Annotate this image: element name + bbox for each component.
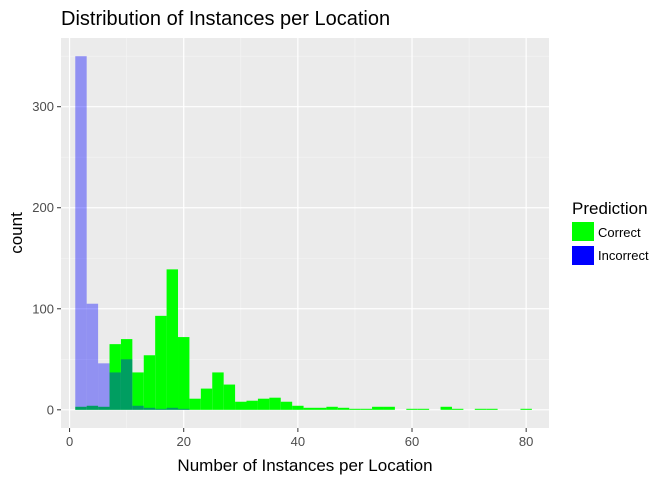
- bar-incorrect: [132, 405, 144, 410]
- bar-correct: [474, 408, 487, 410]
- bar-incorrect: [166, 407, 179, 410]
- bar-correct: [372, 406, 384, 410]
- bar-correct: [337, 407, 350, 410]
- y-tick-label: 100: [32, 301, 54, 316]
- bar-correct: [417, 408, 430, 410]
- bar-correct: [360, 408, 373, 410]
- y-tick-label: 0: [47, 402, 54, 417]
- bar-correct: [303, 407, 315, 410]
- bar-incorrect: [155, 408, 167, 410]
- bar-incorrect: [178, 408, 190, 410]
- bar-correct: [486, 408, 498, 410]
- bar-correct: [223, 384, 236, 410]
- bar-correct: [155, 315, 167, 410]
- bar-correct: [257, 398, 270, 410]
- x-axis-title: Number of Instances per Location: [177, 456, 432, 475]
- bar-incorrect: [75, 56, 87, 410]
- x-tick-label: 40: [291, 434, 305, 449]
- y-axis: 0 100 200 300: [32, 99, 61, 417]
- bar-correct: [269, 397, 281, 410]
- bar-correct: [246, 400, 258, 410]
- bar-correct: [75, 406, 87, 410]
- bar-correct: [98, 406, 110, 410]
- legend-label-incorrect: Incorrect: [598, 248, 649, 263]
- x-axis: 0 20 40 60 80: [66, 428, 533, 449]
- bar-correct: [326, 406, 338, 410]
- bar-incorrect: [109, 372, 121, 410]
- x-tick-label: 60: [405, 434, 419, 449]
- bar-correct: [178, 337, 190, 410]
- bar-correct: [143, 355, 156, 410]
- bar-correct: [440, 406, 452, 410]
- bar-correct: [109, 344, 121, 410]
- bar-correct: [349, 408, 361, 410]
- bar-incorrect: [98, 363, 110, 410]
- bar-correct: [280, 401, 293, 410]
- chart-title: Distribution of Instances per Location: [61, 8, 390, 30]
- bar-correct: [86, 405, 99, 410]
- x-tick-label: 0: [66, 434, 73, 449]
- y-axis-title: count: [7, 212, 26, 254]
- minor-gridlines: [61, 38, 549, 428]
- bar-correct: [132, 372, 144, 410]
- bar-correct: [383, 406, 395, 410]
- legend-label-correct: Correct: [598, 225, 641, 240]
- bar-correct: [189, 398, 201, 410]
- plot-panel: [61, 38, 549, 428]
- bar-correct: [314, 407, 327, 410]
- legend: Prediction Correct Incorrect: [572, 199, 649, 265]
- y-tick-label: 200: [32, 200, 54, 215]
- bar-correct: [166, 269, 179, 410]
- bar-correct: [200, 388, 213, 410]
- bar-correct: [520, 408, 532, 410]
- legend-swatch-correct: [572, 222, 594, 241]
- x-tick-label: 20: [176, 434, 190, 449]
- bar-correct: [406, 408, 418, 410]
- legend-swatch-incorrect: [572, 246, 594, 265]
- bar-correct: [451, 408, 464, 410]
- x-tick-label: 80: [519, 434, 533, 449]
- series-incorrect: [75, 56, 190, 410]
- y-tick-label: 300: [32, 99, 54, 114]
- legend-title: Prediction: [572, 199, 648, 218]
- bar-correct: [292, 405, 304, 410]
- bar-incorrect: [143, 407, 156, 410]
- bar-correct: [235, 401, 247, 410]
- bar-incorrect: [86, 303, 99, 410]
- series-correct: [75, 269, 532, 410]
- bar-correct: [212, 372, 224, 410]
- bar-correct: [120, 339, 133, 410]
- bar-incorrect: [120, 359, 133, 410]
